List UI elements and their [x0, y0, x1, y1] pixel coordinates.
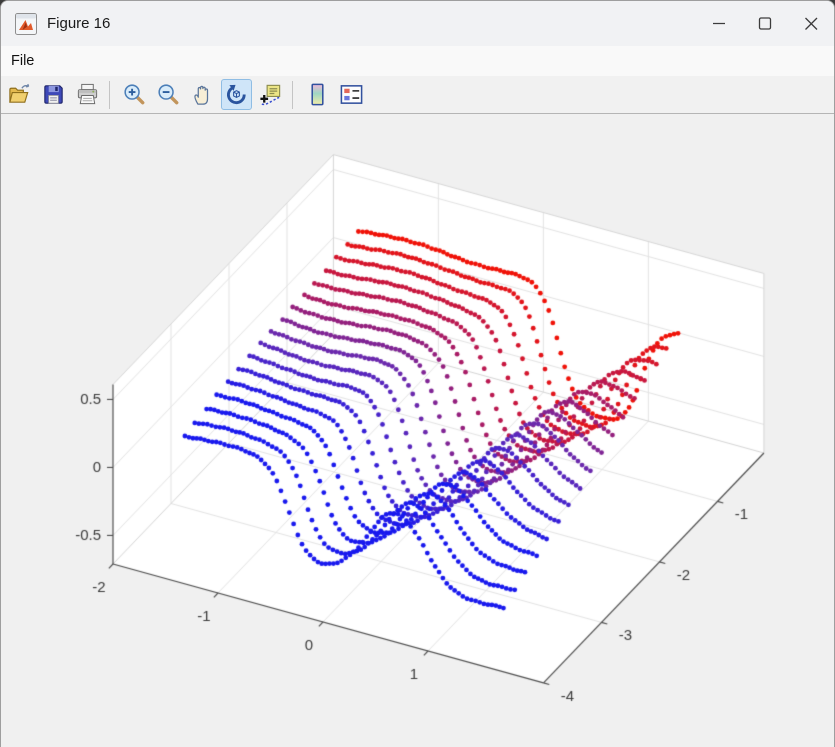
zoom-in-icon: [122, 82, 147, 107]
folder-open-icon: [7, 82, 32, 107]
insert-colorbar-button[interactable]: [302, 79, 333, 110]
pan-button[interactable]: [187, 79, 218, 110]
window-title: Figure 16: [47, 15, 111, 32]
toolbar-separator: [292, 80, 293, 109]
printer-icon: [75, 82, 100, 107]
close-button[interactable]: [788, 1, 834, 46]
insert-legend-button[interactable]: [336, 79, 367, 110]
hand-icon: [190, 82, 215, 107]
zoom-out-icon: [156, 82, 181, 107]
save-figure-button[interactable]: [38, 79, 69, 110]
matlab-figure-icon: [15, 12, 37, 35]
data-cursor-button[interactable]: [255, 79, 286, 110]
colorbar-icon: [305, 82, 330, 107]
figure-canvas-area: [1, 114, 834, 747]
rotate-3d-button[interactable]: [221, 79, 252, 110]
window-controls: [696, 1, 834, 46]
minimize-button[interactable]: [696, 1, 742, 46]
zoom-in-button[interactable]: [119, 79, 150, 110]
toolbar-separator: [109, 80, 110, 109]
data-cursor-icon: [258, 82, 283, 107]
legend-icon: [339, 82, 364, 107]
open-file-button[interactable]: [4, 79, 35, 110]
plot-3d-scatter[interactable]: [1, 114, 834, 747]
maximize-button[interactable]: [742, 1, 788, 46]
rotate-3d-icon: [224, 82, 249, 107]
menu-file[interactable]: File: [11, 53, 35, 69]
print-figure-button[interactable]: [72, 79, 103, 110]
title-bar: Figure 16: [1, 1, 834, 46]
toolbar: [1, 76, 834, 114]
zoom-out-button[interactable]: [153, 79, 184, 110]
save-icon: [41, 82, 66, 107]
menu-bar: File: [1, 46, 834, 76]
